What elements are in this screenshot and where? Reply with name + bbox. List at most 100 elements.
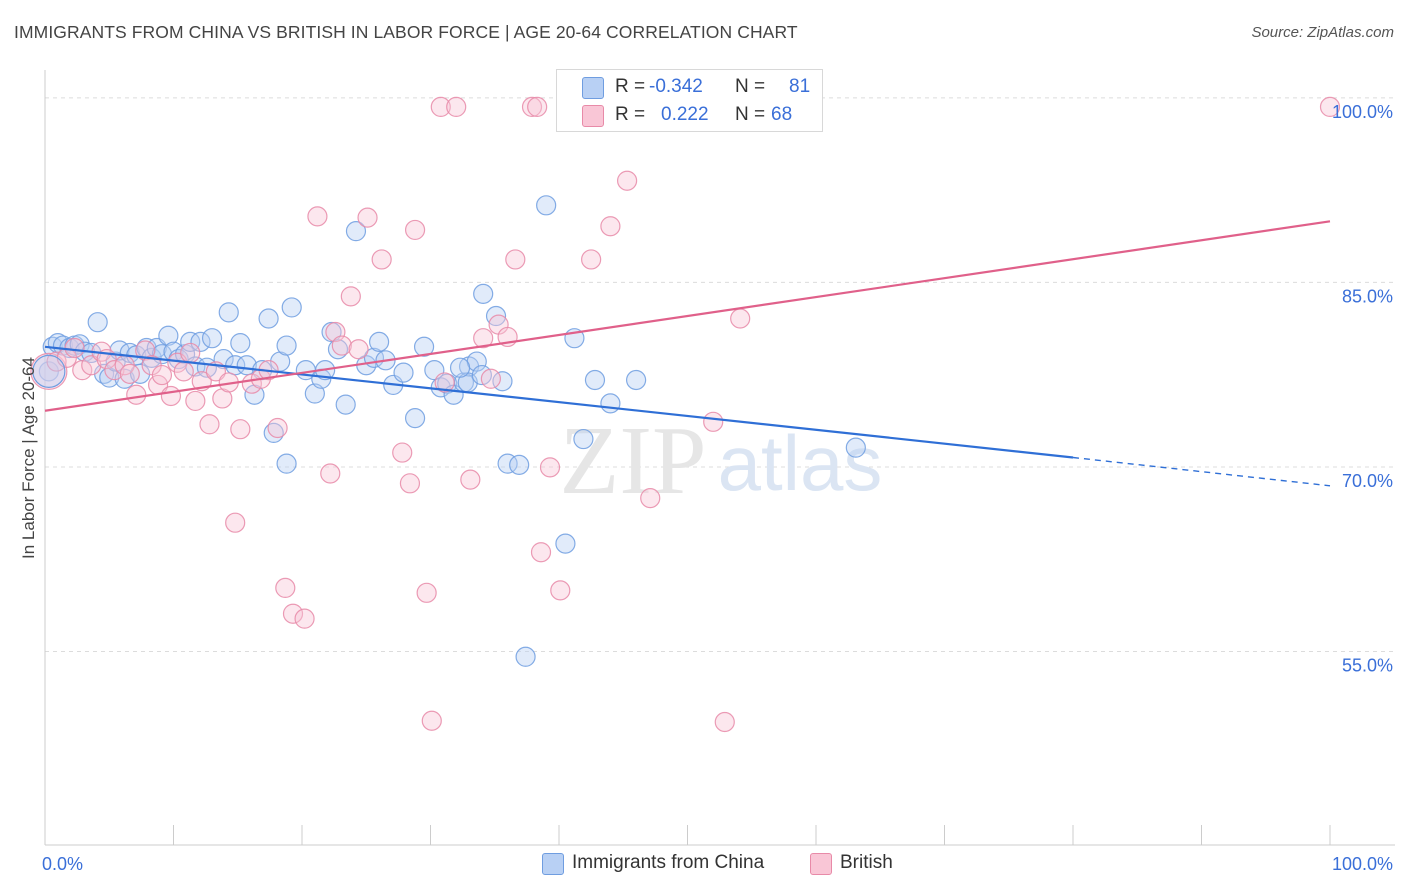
point-british: [600, 216, 621, 237]
point-british: [617, 170, 638, 191]
point-china: [845, 437, 866, 458]
point-british: [581, 249, 602, 270]
x-tick-label: 100.0%: [1332, 854, 1393, 874]
axes: [44, 70, 1395, 846]
point-british: [199, 414, 220, 435]
point-china: [369, 331, 390, 352]
point-british: [527, 96, 548, 118]
point-china: [573, 428, 594, 450]
source-label: Source: ZipAtlas.com: [1251, 24, 1394, 41]
point-china: [473, 283, 494, 304]
y-tick-label: 70.0%: [1342, 471, 1393, 491]
tick-labels: 100.0% 85.0% 70.0% 55.0% 0.0% 100.0%: [42, 102, 1393, 874]
point-british: [640, 487, 661, 509]
y-tick-label: 55.0%: [1342, 655, 1393, 675]
point-china: [625, 369, 647, 391]
watermark-zip: ZIP: [560, 407, 707, 515]
point-british: [119, 363, 140, 384]
point-british: [126, 384, 147, 405]
correlation-legend: R = -0.342 N = 81 R = 0.222 N = 68: [556, 69, 823, 132]
trend-line-china: [44, 345, 1074, 459]
point-british: [151, 364, 173, 386]
point-british: [282, 603, 304, 624]
point-british: [185, 390, 206, 412]
point-british: [550, 580, 571, 601]
legend-r-value: 0.222: [661, 104, 709, 125]
point-china: [276, 453, 297, 474]
point-china: [345, 221, 367, 242]
bottom-legend-label-china: Immigrants from China: [572, 852, 765, 873]
point-british: [714, 711, 735, 733]
y-axis-label: In Labor Force | Age 20-64: [19, 357, 38, 559]
point-china: [180, 331, 201, 352]
legend-n-value: 68: [771, 104, 793, 125]
watermark-atlas: atlas: [718, 419, 883, 507]
point-british: [473, 328, 494, 349]
point-british: [331, 335, 352, 356]
y-tick-label: 100.0%: [1332, 102, 1393, 122]
point-china: [393, 362, 414, 383]
legend-r-value: -0.342: [649, 76, 703, 97]
y-tick-label: 85.0%: [1342, 286, 1393, 306]
point-british: [703, 411, 724, 432]
point-british: [225, 512, 246, 533]
point-british: [416, 582, 437, 603]
point-china: [509, 454, 530, 475]
point-china: [584, 369, 606, 391]
point-british: [275, 577, 296, 598]
point-china: [158, 325, 179, 346]
point-british: [460, 469, 481, 490]
point-british: [173, 361, 194, 382]
point-british: [421, 710, 442, 731]
chart-title: IMMIGRANTS FROM CHINA VS BRITISH IN LABO…: [14, 22, 798, 42]
legend-n-value: 81: [789, 76, 811, 97]
point-china: [201, 328, 223, 349]
legend-r-label: R =: [615, 104, 646, 125]
point-china: [515, 646, 536, 667]
point-british: [340, 286, 361, 307]
point-british: [294, 608, 315, 629]
point-china: [449, 357, 471, 378]
point-china: [536, 195, 557, 216]
point-china: [218, 302, 239, 323]
point-china: [213, 348, 234, 370]
point-british: [104, 360, 125, 381]
legend-n-label: N =: [735, 104, 766, 125]
point-british: [446, 96, 467, 118]
point-british: [399, 473, 421, 494]
legend-row-china: R = -0.342 N = 81: [557, 72, 822, 102]
point-british: [539, 457, 561, 478]
point-china: [258, 308, 279, 329]
point-china: [190, 331, 211, 352]
bottom-legend-label-british: British: [840, 852, 893, 873]
point-british: [480, 368, 501, 389]
point-british: [307, 206, 328, 227]
point-british: [1319, 96, 1341, 118]
point-china: [87, 312, 108, 333]
point-british: [434, 372, 455, 393]
legend-r-label: R =: [615, 76, 646, 97]
point-china: [335, 394, 356, 415]
point-china: [404, 408, 426, 429]
point-british: [730, 308, 751, 329]
trend-line-china-projection: [1072, 456, 1331, 487]
point-british: [64, 337, 85, 359]
point-british: [160, 385, 182, 407]
point-british: [530, 542, 552, 563]
point-china: [32, 354, 66, 388]
point-british: [320, 463, 341, 484]
trend-lines: [44, 220, 1331, 487]
point-british: [371, 249, 392, 270]
point-british: [505, 249, 526, 270]
point-british: [430, 96, 451, 118]
point-china: [230, 332, 251, 354]
point-british: [348, 339, 369, 360]
point-china: [413, 336, 435, 357]
point-british: [521, 96, 543, 118]
point-china: [600, 393, 621, 414]
point-british: [81, 355, 102, 376]
point-british: [180, 342, 201, 364]
point-china: [276, 335, 297, 356]
bottom-legend-swatch-china: [542, 853, 564, 875]
